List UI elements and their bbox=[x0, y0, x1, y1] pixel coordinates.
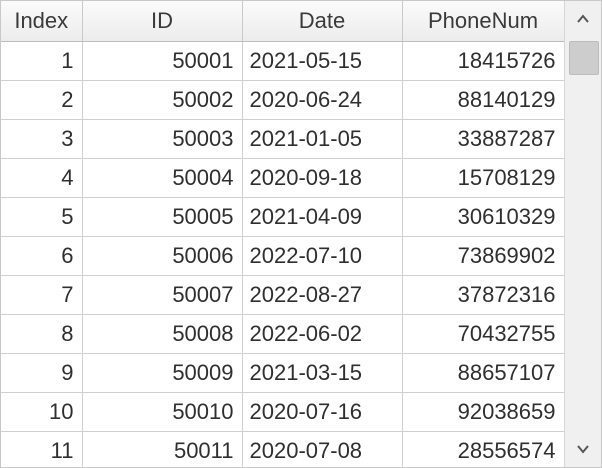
table-row[interactable]: 7 50007 2022-08-27 37872316 bbox=[1, 275, 564, 315]
table-row[interactable]: 10 50010 2020-07-16 92038659 bbox=[1, 392, 564, 432]
table-row[interactable]: 2 50002 2020-06-24 88140129 bbox=[1, 80, 564, 120]
cell-phonenum[interactable]: 28556574 bbox=[402, 431, 564, 467]
cell-id[interactable]: 50001 bbox=[82, 41, 243, 81]
table-row[interactable]: 3 50003 2021-01-05 33887287 bbox=[1, 119, 564, 159]
cell-index[interactable]: 7 bbox=[1, 275, 83, 315]
cell-phonenum[interactable]: 33887287 bbox=[402, 119, 564, 159]
cell-phonenum[interactable]: 70432755 bbox=[402, 314, 564, 354]
chevron-down-icon bbox=[577, 445, 589, 454]
grid-viewport: Index ID Date PhoneNum 1 50001 2021-05-15 1… bbox=[1, 1, 564, 467]
cell-index[interactable]: 10 bbox=[1, 392, 83, 432]
cell-phonenum[interactable]: 37872316 bbox=[402, 275, 564, 315]
table-row[interactable]: 9 50009 2021-03-15 88657107 bbox=[1, 353, 564, 393]
cell-id[interactable]: 50010 bbox=[82, 392, 243, 432]
cell-id[interactable]: 50003 bbox=[82, 119, 243, 159]
cell-phonenum[interactable]: 88140129 bbox=[402, 80, 564, 120]
cell-date[interactable]: 2022-08-27 bbox=[242, 275, 403, 315]
cell-id[interactable]: 50002 bbox=[82, 80, 243, 120]
cell-date[interactable]: 2020-06-24 bbox=[242, 80, 403, 120]
cell-date[interactable]: 2021-03-15 bbox=[242, 353, 403, 393]
cell-index[interactable]: 5 bbox=[1, 197, 83, 237]
column-header-id[interactable]: ID bbox=[82, 1, 243, 42]
vertical-scrollbar[interactable] bbox=[564, 1, 601, 467]
cell-index[interactable]: 11 bbox=[1, 431, 83, 467]
table-row[interactable]: 4 50004 2020-09-18 15708129 bbox=[1, 158, 564, 198]
cell-id[interactable]: 50011 bbox=[82, 431, 243, 467]
scroll-up-button[interactable] bbox=[565, 1, 601, 37]
column-header-index[interactable]: Index bbox=[1, 1, 83, 42]
cell-index[interactable]: 8 bbox=[1, 314, 83, 354]
cell-phonenum[interactable]: 73869902 bbox=[402, 236, 564, 276]
cell-id[interactable]: 50009 bbox=[82, 353, 243, 393]
cell-phonenum[interactable]: 88657107 bbox=[402, 353, 564, 393]
cell-date[interactable]: 2021-04-09 bbox=[242, 197, 403, 237]
cell-id[interactable]: 50008 bbox=[82, 314, 243, 354]
cell-index[interactable]: 6 bbox=[1, 236, 83, 276]
chevron-up-icon bbox=[577, 14, 589, 23]
cell-id[interactable]: 50007 bbox=[82, 275, 243, 315]
cell-id[interactable]: 50005 bbox=[82, 197, 243, 237]
cell-phonenum[interactable]: 30610329 bbox=[402, 197, 564, 237]
cell-date[interactable]: 2021-01-05 bbox=[242, 119, 403, 159]
column-header-date[interactable]: Date bbox=[242, 1, 403, 42]
scroll-down-button[interactable] bbox=[565, 431, 601, 467]
cell-id[interactable]: 50006 bbox=[82, 236, 243, 276]
cell-date[interactable]: 2021-05-15 bbox=[242, 41, 403, 81]
cell-index[interactable]: 9 bbox=[1, 353, 83, 393]
scrollbar-thumb[interactable] bbox=[569, 41, 599, 75]
cell-date[interactable]: 2020-09-18 bbox=[242, 158, 403, 198]
table-body: 1 50001 2021-05-15 18415726 2 50002 2020-06-24… bbox=[1, 41, 564, 467]
data-table: Index ID Date PhoneNum 1 50001 2021-05-15 1… bbox=[1, 1, 564, 467]
table-row[interactable]: 6 50006 2022-07-10 73869902 bbox=[1, 236, 564, 276]
cell-index[interactable]: 1 bbox=[1, 41, 83, 81]
table-row[interactable]: 5 50005 2021-04-09 30610329 bbox=[1, 197, 564, 237]
cell-index[interactable]: 2 bbox=[1, 80, 83, 120]
cell-index[interactable]: 3 bbox=[1, 119, 83, 159]
cell-phonenum[interactable]: 92038659 bbox=[402, 392, 564, 432]
cell-index[interactable]: 4 bbox=[1, 158, 83, 198]
cell-date[interactable]: 2020-07-16 bbox=[242, 392, 403, 432]
table-row[interactable]: 11 50011 2020-07-08 28556574 bbox=[1, 431, 564, 467]
table-row[interactable]: 8 50008 2022-06-02 70432755 bbox=[1, 314, 564, 354]
table-row[interactable]: 1 50001 2021-05-15 18415726 bbox=[1, 41, 564, 81]
cell-date[interactable]: 2020-07-08 bbox=[242, 431, 403, 467]
cell-id[interactable]: 50004 bbox=[82, 158, 243, 198]
cell-date[interactable]: 2022-07-10 bbox=[242, 236, 403, 276]
cell-phonenum[interactable]: 18415726 bbox=[402, 41, 564, 81]
header-row: Index ID Date PhoneNum bbox=[1, 1, 564, 42]
cell-phonenum[interactable]: 15708129 bbox=[402, 158, 564, 198]
column-header-phonenum[interactable]: PhoneNum bbox=[402, 1, 564, 42]
cell-date[interactable]: 2022-06-02 bbox=[242, 314, 403, 354]
